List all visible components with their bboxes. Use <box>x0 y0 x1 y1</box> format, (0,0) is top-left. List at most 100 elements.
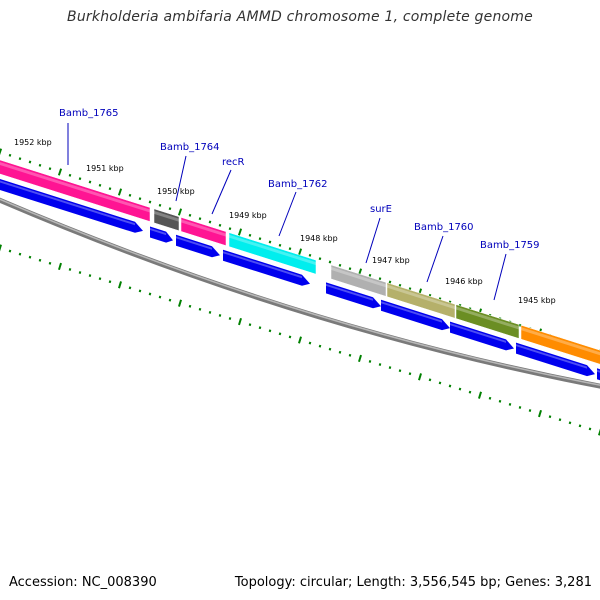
inner-minor-tick <box>388 366 392 370</box>
inner-minor-tick <box>408 372 412 376</box>
outer-major-tick <box>237 228 243 236</box>
outer-minor-tick <box>288 247 292 251</box>
feature-block <box>0 159 151 222</box>
inner-minor-tick <box>438 381 442 385</box>
outer-minor-tick <box>148 200 152 204</box>
outer-major-tick <box>0 148 3 156</box>
feature-block-shine <box>0 162 150 213</box>
inner-minor-tick <box>308 341 312 345</box>
inner-tick-ring <box>0 244 600 436</box>
gene-label-leader <box>426 235 444 283</box>
feature-block <box>180 217 227 246</box>
cds-arrow <box>223 249 310 286</box>
inner-minor-tick <box>488 396 492 400</box>
outer-minor-tick <box>388 280 392 284</box>
feature-block-shine <box>331 266 386 288</box>
outer-minor-tick <box>168 207 172 211</box>
outer-major-tick <box>177 208 183 216</box>
outer-minor-tick <box>378 277 382 281</box>
inner-minor-tick <box>368 360 372 363</box>
inner-minor-tick <box>248 323 252 327</box>
outer-minor-tick <box>8 153 12 157</box>
kbp-label: 1948 kbp <box>300 234 338 243</box>
cds-arrow-shine <box>381 301 442 323</box>
outer-minor-tick <box>208 220 212 224</box>
inner-minor-tick <box>138 289 142 293</box>
outer-major-tick <box>117 188 123 196</box>
inner-minor-tick <box>278 332 282 336</box>
outer-minor-tick <box>158 203 162 207</box>
outer-minor-tick <box>218 223 222 227</box>
cds-arrow <box>381 299 450 331</box>
outer-minor-tick <box>328 260 332 264</box>
feature-block <box>228 232 317 275</box>
cds-arrow <box>150 226 173 243</box>
inner-minor-tick <box>568 421 572 425</box>
outer-minor-tick <box>268 240 272 244</box>
outer-minor-tick <box>518 323 522 327</box>
gene-label: Bamb_1759 <box>480 240 540 251</box>
gene-label-leader <box>211 169 232 215</box>
outer-major-tick <box>297 248 303 256</box>
topology-stats: Topology: circular; Length: 3,556,545 bp… <box>234 575 592 590</box>
feature-block-shine <box>521 327 600 356</box>
gene-label: Bamb_1764 <box>160 142 220 153</box>
gene-label-leader <box>365 217 381 264</box>
inner-minor-tick <box>98 277 102 281</box>
outer-minor-tick <box>78 177 82 181</box>
feature-track <box>0 159 600 365</box>
inner-minor-tick <box>108 280 112 284</box>
outer-minor-tick <box>28 160 32 164</box>
gene-label-leader <box>175 155 187 202</box>
gene-label: Bamb_1762 <box>268 179 328 190</box>
inner-major-tick <box>238 317 242 326</box>
inner-minor-tick <box>338 350 342 354</box>
inner-major-tick <box>0 244 2 252</box>
cds-arrow <box>450 321 514 351</box>
feature-block <box>386 282 456 319</box>
outer-minor-tick <box>198 217 202 221</box>
inner-major-tick <box>298 336 302 344</box>
cds-arrow <box>597 368 600 381</box>
inner-minor-tick <box>18 252 22 256</box>
kbp-label: 1950 kbp <box>157 187 195 196</box>
inner-minor-tick <box>78 271 82 274</box>
cds-arrow <box>0 179 143 233</box>
inner-minor-tick <box>158 295 162 299</box>
inner-minor-tick <box>458 387 462 391</box>
inner-minor-tick <box>508 402 512 406</box>
outer-minor-tick <box>188 213 192 217</box>
inner-minor-tick <box>398 369 402 373</box>
inner-major-tick <box>598 428 600 436</box>
outer-minor-tick <box>248 233 252 237</box>
outer-minor-tick <box>98 183 102 187</box>
outer-minor-tick <box>228 227 232 231</box>
outer-minor-tick <box>68 173 72 177</box>
inner-minor-tick <box>8 249 12 253</box>
gene-label: Bamb_1765 <box>59 108 119 119</box>
gene-label: Bamb_1760 <box>414 222 474 233</box>
outer-minor-tick <box>128 193 132 197</box>
cds-arrow-shine <box>150 228 167 236</box>
inner-major-tick <box>178 299 182 307</box>
feature-block <box>455 304 520 339</box>
inner-major-tick <box>58 262 62 271</box>
inner-minor-tick <box>198 307 202 311</box>
feature-block-shine <box>181 219 226 237</box>
outer-minor-tick <box>258 237 262 241</box>
outer-minor-tick <box>318 257 322 261</box>
feature-block-shine <box>154 210 179 222</box>
outer-major-tick <box>57 168 63 176</box>
outer-minor-tick <box>338 263 342 267</box>
kbp-label: 1945 kbp <box>518 296 556 305</box>
feature-block-shine <box>387 284 455 310</box>
gene-label-leader <box>278 191 297 237</box>
inner-minor-tick <box>518 406 522 409</box>
inner-minor-tick <box>548 415 552 419</box>
cds-arrow-shine <box>516 344 587 369</box>
cds-arrow-shine <box>326 283 373 301</box>
kbp-label: 1952 kbp <box>14 138 52 147</box>
accession-text: Accession: NC_008390 <box>9 575 157 590</box>
